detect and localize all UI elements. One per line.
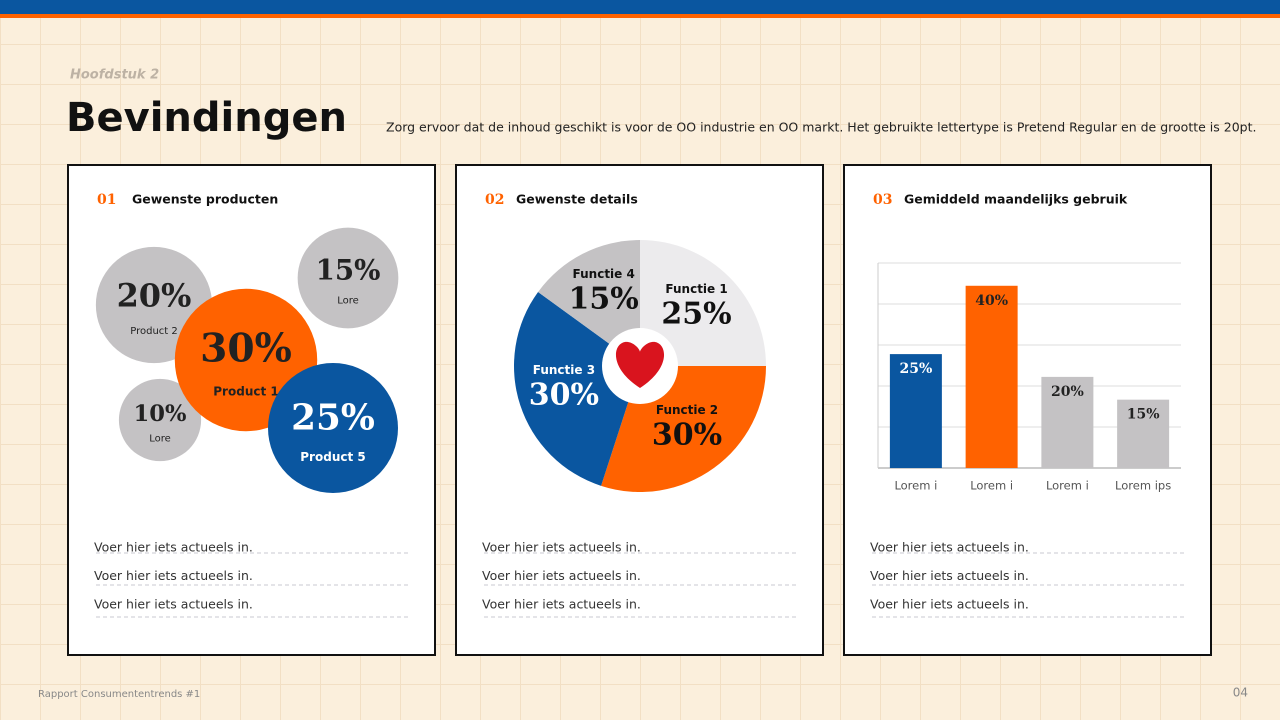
value-label: 15%: [1127, 407, 1160, 423]
card-title: Gemiddeld maandelijks gebruik: [904, 192, 1128, 207]
value-label: 25%: [291, 397, 375, 439]
x-tick-label: Lorem i: [894, 479, 937, 493]
bar: [1117, 399, 1170, 468]
x-tick-label: Lorem i: [970, 479, 1013, 493]
card-number: 02: [485, 192, 504, 208]
note: Voer hier iets actueels in.: [94, 540, 253, 555]
pie-slice: [513, 291, 640, 486]
category-label: Functie 3: [533, 363, 595, 377]
bar: [889, 354, 942, 468]
charts: 01 Gewenste producten 20% Product 2 10% Lore 1…: [94, 192, 1185, 618]
page-number: 04: [1233, 686, 1248, 700]
note: Voer hier iets actueels in.: [482, 568, 641, 583]
bubble: [297, 227, 399, 329]
top-bar: [0, 0, 1280, 14]
category-label: Functie 1: [665, 282, 727, 296]
value-label: 25%: [899, 361, 932, 377]
x-tick-label: Lorem ips: [1115, 479, 1171, 493]
chapter: Hoofdstuk 2: [70, 68, 159, 83]
note: Voer hier iets actueels in.: [94, 597, 253, 612]
card-number: 01: [97, 192, 116, 208]
category-label: Lore: [149, 433, 171, 444]
category-label: Product 2: [130, 326, 178, 337]
pie-slice: [640, 240, 766, 366]
value-label: 10%: [134, 401, 187, 427]
value-label: 15%: [569, 282, 639, 317]
description: Zorg ervoor dat de inhoud geschikt is vo…: [386, 120, 1256, 135]
value-label: 15%: [316, 253, 381, 286]
top-stripe: [0, 14, 1280, 18]
note: Voer hier iets actueels in.: [870, 540, 1029, 555]
x-tick-label: Lorem i: [1046, 479, 1089, 493]
value-label: 20%: [1051, 384, 1084, 400]
value-label: 20%: [117, 277, 192, 315]
value-label: 25%: [661, 296, 731, 331]
bar: [1041, 376, 1094, 468]
value-label: 30%: [529, 378, 599, 413]
category-label: Lore: [337, 296, 359, 307]
category-label: Product 5: [300, 450, 365, 464]
value-label: 30%: [200, 325, 292, 371]
note: Voer hier iets actueels in.: [870, 597, 1029, 612]
value-label: 30%: [652, 418, 722, 453]
pie-slice: [538, 240, 640, 366]
category-label: Functie 2: [656, 403, 718, 417]
note: Voer hier iets actueels in.: [94, 568, 253, 583]
bubble: [118, 378, 202, 462]
bubble: [268, 363, 398, 493]
note: Voer hier iets actueels in.: [482, 597, 641, 612]
note: Voer hier iets actueels in.: [482, 540, 641, 555]
category-label: Product 1: [213, 385, 278, 399]
card-title: Gewenste details: [516, 192, 638, 207]
note: Voer hier iets actueels in.: [870, 568, 1029, 583]
category-label: Functie 4: [573, 267, 635, 281]
value-label: 40%: [975, 293, 1008, 309]
bar: [965, 285, 1018, 468]
page-title: Bevindingen: [66, 95, 347, 141]
heart-icon: [615, 341, 665, 388]
card-number: 03: [873, 192, 892, 208]
footer-report: Rapport Consumententrends #1: [38, 689, 200, 700]
card-title: Gewenste producten: [132, 192, 278, 207]
